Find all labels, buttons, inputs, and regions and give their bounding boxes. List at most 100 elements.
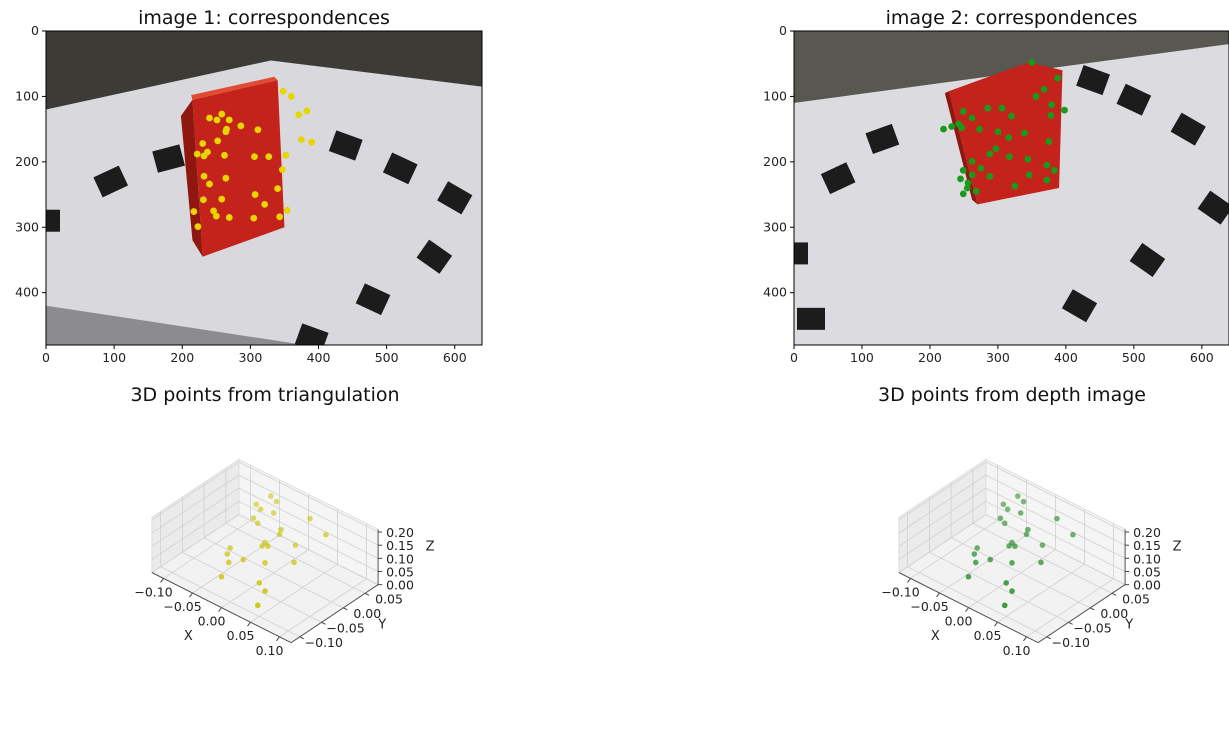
grid-line (238, 514, 379, 586)
grid-line (221, 549, 309, 608)
grid-line (898, 501, 987, 560)
correspondence-point (265, 153, 273, 161)
x-tick-label: −0.10 (881, 584, 919, 599)
table-edge (46, 305, 305, 345)
correspondence-point (223, 125, 230, 133)
3d-point (257, 506, 264, 513)
y-tick-label: 0 (779, 23, 787, 38)
grid-line (898, 461, 987, 521)
grid-line (898, 487, 987, 547)
x-tick-label: 0.05 (227, 628, 255, 643)
grid-line (238, 487, 379, 559)
fiducial-marker (1129, 242, 1166, 277)
3d-point (253, 501, 260, 508)
x-tick-label: 400 (307, 350, 331, 365)
y-tick (299, 636, 305, 640)
correspondence-point (963, 184, 971, 192)
3d-point (1000, 501, 1007, 508)
photo-background (794, 31, 1229, 345)
grid-line (929, 551, 1069, 623)
correspondence-point (218, 110, 226, 118)
3d-point (1003, 580, 1009, 586)
x-tick (189, 592, 193, 598)
y-tick-label: 200 (15, 154, 39, 169)
correspondence-point (225, 116, 233, 124)
correspondence-point (250, 214, 258, 222)
3d-point (276, 531, 283, 538)
correspondence-point (976, 125, 983, 133)
correspondence-point (1048, 101, 1056, 109)
grid-line (151, 501, 240, 560)
3d-point (974, 545, 980, 551)
grid-line (985, 501, 1126, 572)
x-tick-label: −0.10 (134, 584, 172, 599)
y-tick-label: 0.00 (1100, 606, 1128, 621)
correspondence-point (1050, 166, 1058, 174)
x-tick-label: 100 (850, 350, 874, 365)
y-tick (1111, 592, 1117, 596)
x-axis-label: X (184, 629, 193, 644)
x-tick-label: 0.05 (974, 628, 1002, 643)
grid-line (203, 537, 344, 609)
3d-point (225, 559, 232, 566)
y-tick-label: 0.05 (375, 591, 403, 606)
y-tick-label: 200 (763, 154, 787, 169)
3d-point (278, 526, 284, 533)
grid-line (985, 474, 1126, 546)
correspondence-point (986, 150, 994, 158)
x-tick-label: 500 (375, 350, 399, 365)
z-tick-label: 0.05 (1133, 565, 1161, 580)
correspondence-point (221, 151, 228, 159)
background-wall (794, 31, 1229, 103)
correspondence-point (251, 153, 258, 161)
correspondence-point (199, 140, 207, 147)
3d-point (259, 543, 265, 549)
3d-point (262, 560, 268, 566)
x-tick (936, 592, 940, 598)
y-tick-label: 100 (15, 88, 39, 103)
grid-line (151, 514, 240, 573)
chart-title: image 2: correspondences (886, 7, 1138, 29)
3d-point (218, 573, 225, 580)
correspondence-point (276, 213, 284, 221)
grid-line (238, 474, 379, 546)
x-tick-label: 300 (986, 350, 1010, 365)
y-tick (1068, 621, 1073, 625)
3d-point (1006, 543, 1012, 549)
cracker-box-side (180, 99, 203, 257)
3d-point (254, 602, 261, 609)
grid-line (950, 537, 1091, 609)
3d-point (997, 515, 1004, 522)
y-axis-line (290, 584, 379, 644)
x-tick (994, 621, 998, 627)
x-tick (1023, 636, 1027, 642)
correspondence-point (295, 111, 303, 119)
3d-point (1025, 526, 1031, 533)
x-tick-label: 0 (42, 350, 50, 365)
correspondence-point (959, 108, 967, 115)
3d-point (1070, 531, 1076, 538)
correspondence-point (968, 157, 976, 165)
grid-line (238, 501, 379, 572)
correspondence-point (218, 195, 226, 203)
fiducial-marker (794, 242, 808, 265)
x-tick-label: 0 (790, 350, 798, 365)
correspondence-point (251, 191, 259, 198)
correspondence-point (959, 190, 967, 198)
grid-line (968, 549, 1056, 608)
grid-line (151, 474, 240, 534)
correspondence-point (1043, 176, 1051, 184)
correspondence-point (1047, 111, 1055, 119)
3d-point (987, 556, 994, 563)
grid-line (182, 551, 322, 623)
3d-point (291, 559, 297, 566)
grid-line (279, 578, 367, 638)
fiducial-marker (355, 283, 391, 316)
correspondence-point (283, 206, 291, 214)
y-tick (364, 592, 370, 596)
3d-point (262, 588, 268, 594)
3d-point (307, 515, 313, 522)
y-tick (1046, 636, 1052, 640)
correspondence-point (254, 126, 262, 134)
